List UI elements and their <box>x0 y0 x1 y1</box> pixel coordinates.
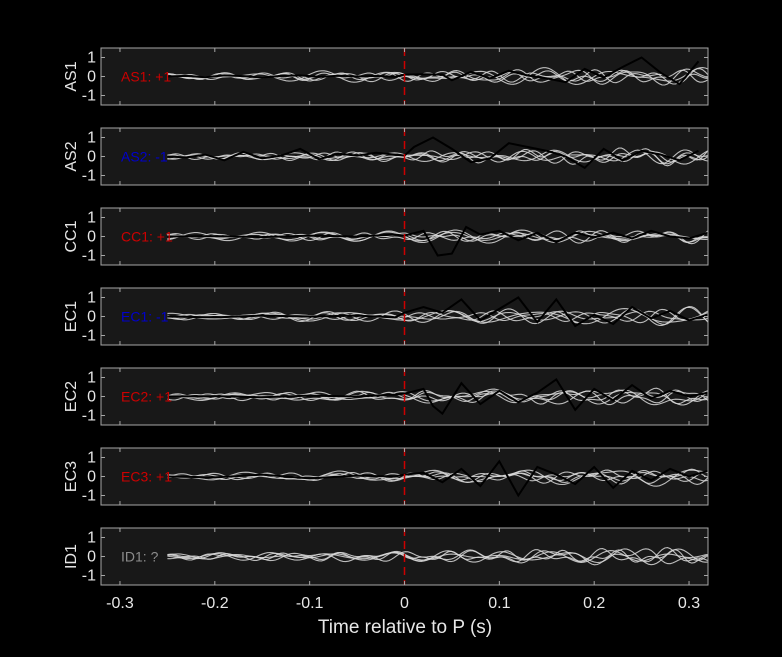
trace-area <box>167 459 708 498</box>
y-tick-label: -1 <box>82 488 96 505</box>
station-ylabel: EC3 <box>63 461 80 492</box>
x-axis-ticks: -0.3 -0.2 -0.1 0 0.1 0.2 0.3 <box>106 595 700 612</box>
y-tick-label: 1 <box>87 450 96 467</box>
x-axis-label: Time relative to P (s) <box>318 617 492 638</box>
y-tick-label: -1 <box>82 88 96 105</box>
x-tick-label: 0.2 <box>583 595 605 612</box>
y-tick-label: 1 <box>87 50 96 67</box>
y-tick-label: 0 <box>87 149 96 166</box>
x-tick-label: -0.2 <box>201 595 229 612</box>
template-trace <box>167 389 708 404</box>
x-tick-label: 0.3 <box>678 595 700 612</box>
station-ylabel: EC2 <box>63 381 80 412</box>
trace-area <box>167 296 708 328</box>
trace-area <box>167 547 708 566</box>
station-ylabel: AS2 <box>63 141 80 171</box>
stack-trace-ec3 <box>167 459 708 498</box>
polarity-label: AS2: -1 <box>121 149 168 165</box>
polarity-label: AS1: +1 <box>121 69 171 85</box>
template-trace <box>167 67 708 85</box>
station-ylabel: EC1 <box>63 301 80 332</box>
y-tick-label: 0 <box>87 389 96 406</box>
y-tick-label: 1 <box>87 530 96 547</box>
template-trace <box>167 229 708 244</box>
y-tick-label: 0 <box>87 309 96 326</box>
station-ylabel: ID1 <box>63 544 80 569</box>
polarity-label: EC1: -1 <box>121 309 169 325</box>
x-tick-label: 0.1 <box>488 595 510 612</box>
stack-trace-cc1 <box>167 225 708 257</box>
y-tick-label: 1 <box>87 370 96 387</box>
station-ylabel: CC1 <box>63 220 80 252</box>
polarity-label: EC3: +1 <box>121 469 172 485</box>
polarity-label: EC2: +1 <box>121 389 172 405</box>
template-trace <box>167 548 708 566</box>
trace-area <box>167 56 708 86</box>
stack-trace-ec2 <box>167 377 708 416</box>
y-tick-label: 0 <box>87 549 96 566</box>
y-tick-label: 0 <box>87 229 96 246</box>
y-tick-label: -1 <box>82 328 96 345</box>
polarity-label: CC1: +1 <box>121 229 173 245</box>
template-trace <box>167 68 708 86</box>
y-tick-label: 0 <box>87 69 96 86</box>
y-tick-label: 1 <box>87 210 96 227</box>
template-trace <box>167 549 708 564</box>
trace-area <box>167 225 708 257</box>
stack-trace-ec1 <box>167 296 708 328</box>
trace-area <box>167 377 708 416</box>
trace-area <box>167 136 708 170</box>
x-tick-label: -0.1 <box>296 595 324 612</box>
y-tick-label: -1 <box>82 408 96 425</box>
stack-trace-as2 <box>167 136 699 170</box>
y-tick-label: -1 <box>82 248 96 265</box>
template-trace <box>167 388 708 406</box>
template-trace <box>167 150 708 163</box>
y-tick-label: 1 <box>87 290 96 307</box>
x-tick-label: 0 <box>400 595 409 612</box>
x-tick-label: -0.3 <box>106 595 134 612</box>
stack-trace-as1 <box>167 56 700 86</box>
template-trace <box>167 231 708 242</box>
y-tick-label: -1 <box>82 568 96 585</box>
y-tick-label: 1 <box>87 130 96 147</box>
polarity-label: ID1: ? <box>121 549 159 565</box>
y-tick-label: 0 <box>87 469 96 486</box>
station-ylabel: AS1 <box>63 61 80 91</box>
y-tick-label: -1 <box>82 168 96 185</box>
